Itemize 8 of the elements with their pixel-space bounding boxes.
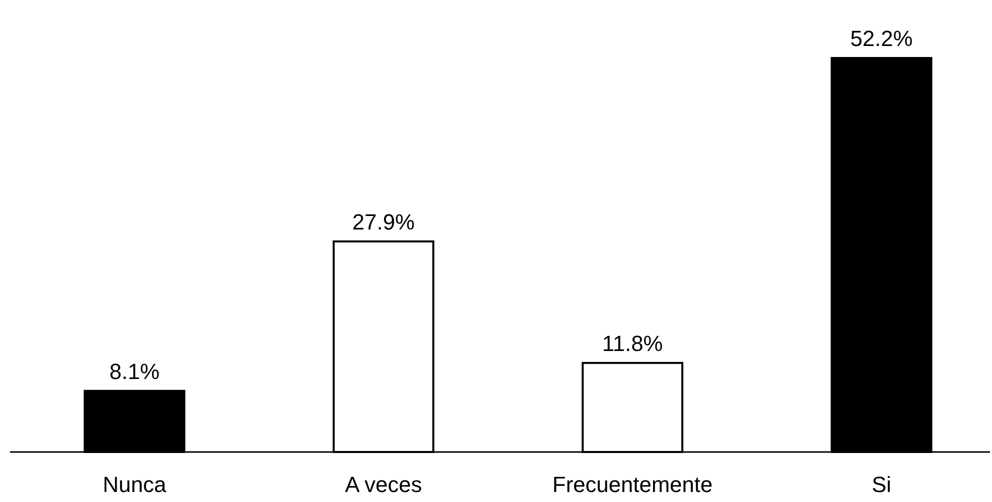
- x-tick-label: Nunca: [102, 472, 168, 497]
- data-label: 11.8%: [602, 330, 663, 356]
- data-label: 8.1%: [109, 358, 160, 384]
- data-label: 27.9%: [352, 209, 415, 234]
- x-tick-label: A veces: [344, 472, 422, 497]
- x-tick-label: Frecuentemente: [552, 472, 713, 497]
- x-tick-label: Si: [872, 472, 892, 497]
- data-label: 52.2%: [850, 26, 913, 51]
